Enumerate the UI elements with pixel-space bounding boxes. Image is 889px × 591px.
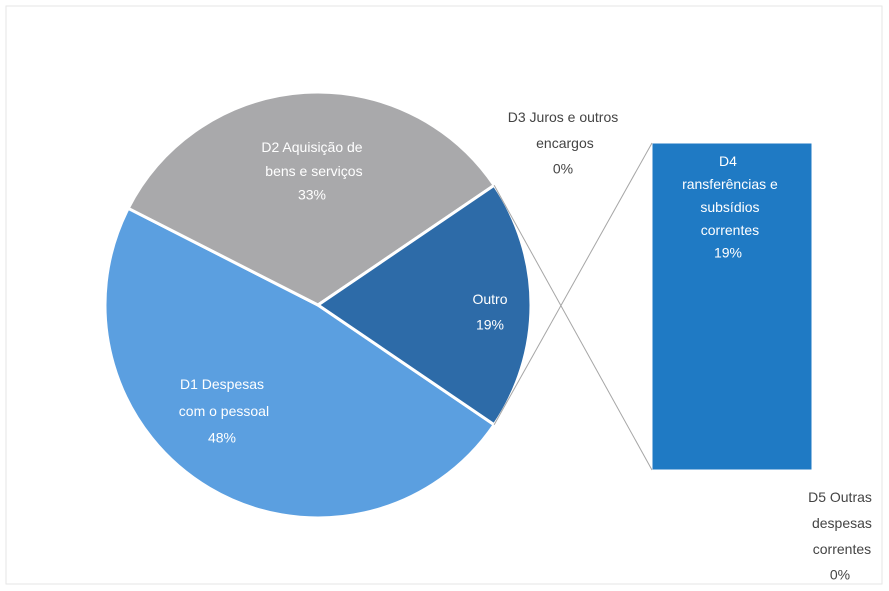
data-label: D3 Juros e outros encargos [508, 109, 619, 151]
data-label: Outro [472, 291, 507, 307]
value-label: 0% [553, 161, 573, 177]
pie-slice [126, 90, 497, 307]
value-label: 33% [298, 187, 326, 203]
connector [493, 185, 653, 471]
connector [493, 142, 653, 425]
pie-slice [315, 183, 533, 427]
data-label: D4 ransferências e subsídios correntes [678, 153, 778, 238]
value-label: 19% [476, 317, 504, 333]
value-label: 48% [208, 430, 236, 446]
data-label: D1 Despesas com o pessoal [175, 376, 269, 419]
data-label: D2 Aquisição de bens e serviços [261, 139, 362, 179]
chart-frame [5, 5, 883, 585]
data-label: D5 Outras despesas correntes [808, 489, 872, 557]
value-label: 19% [714, 245, 742, 261]
bar-segment [651, 142, 813, 471]
pie-slice [103, 206, 497, 520]
value-label: 0% [830, 567, 850, 583]
